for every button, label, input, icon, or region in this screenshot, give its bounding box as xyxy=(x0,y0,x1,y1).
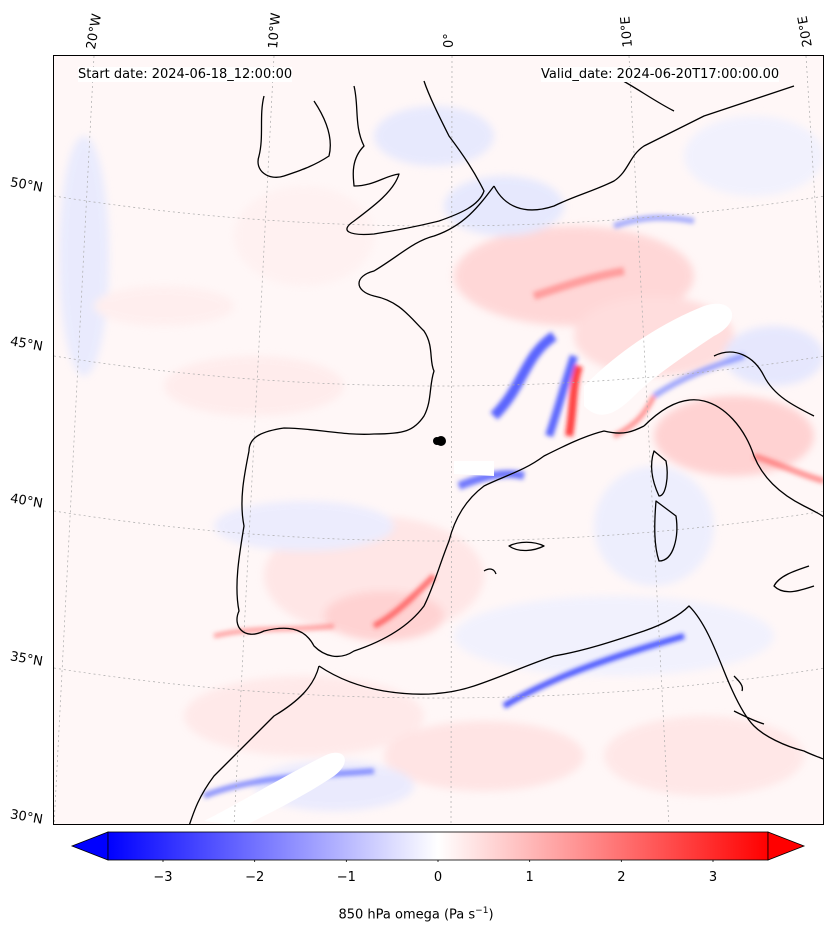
lat-label-45n: 45°N xyxy=(8,334,44,355)
terrain-mask xyxy=(204,303,733,824)
map-panel xyxy=(53,55,824,825)
field-texture xyxy=(59,106,823,811)
lat-label-30n: 30°N xyxy=(8,807,44,828)
colorbar-tick-label: 0 xyxy=(433,870,443,885)
colorbar-label-main: 850 hPa omega (Pa s xyxy=(338,907,476,923)
lon-label-20e: 20°E xyxy=(795,14,816,48)
colorbar-tick-label: −2 xyxy=(245,870,265,885)
lon-label-10e: 10°E xyxy=(618,15,636,49)
colorbar-label-exponent: −1 xyxy=(475,906,489,916)
colorbar-label: 850 hPa omega (Pa s−1) xyxy=(0,906,832,922)
colorbar-tick-label: −1 xyxy=(336,870,356,885)
colorbar-extend-min xyxy=(70,831,109,861)
station-marker-2 xyxy=(433,437,441,445)
lat-label-35n: 35°N xyxy=(8,649,44,670)
colorbar xyxy=(70,831,806,862)
lat-label-50n: 50°N xyxy=(8,175,44,196)
omega-field-map xyxy=(54,56,823,824)
lon-label-10w: 10°W xyxy=(266,12,285,50)
graticule xyxy=(54,56,823,824)
colorbar-label-end: ) xyxy=(488,907,494,923)
colorbar-tick-label: 1 xyxy=(525,870,534,885)
lon-label-20w: 20°W xyxy=(84,12,106,51)
colorbar-tick-label: −3 xyxy=(153,870,173,885)
start-date-label: Start date: 2024-06-18_12:00:00 xyxy=(78,67,293,82)
colorbar-extend-max xyxy=(767,831,806,861)
colorbar-body xyxy=(107,831,769,861)
lon-label-0: 0° xyxy=(442,33,457,48)
colorbar-tick-label: 2 xyxy=(617,870,626,885)
colorbar-tick-label: 3 xyxy=(708,870,718,885)
colorbar-tick-marks xyxy=(162,860,714,862)
valid-date-label: Valid_date: 2024-06-20T17:00:00.00 xyxy=(541,67,780,82)
coastlines xyxy=(188,75,823,824)
lat-label-40n: 40°N xyxy=(8,491,44,512)
